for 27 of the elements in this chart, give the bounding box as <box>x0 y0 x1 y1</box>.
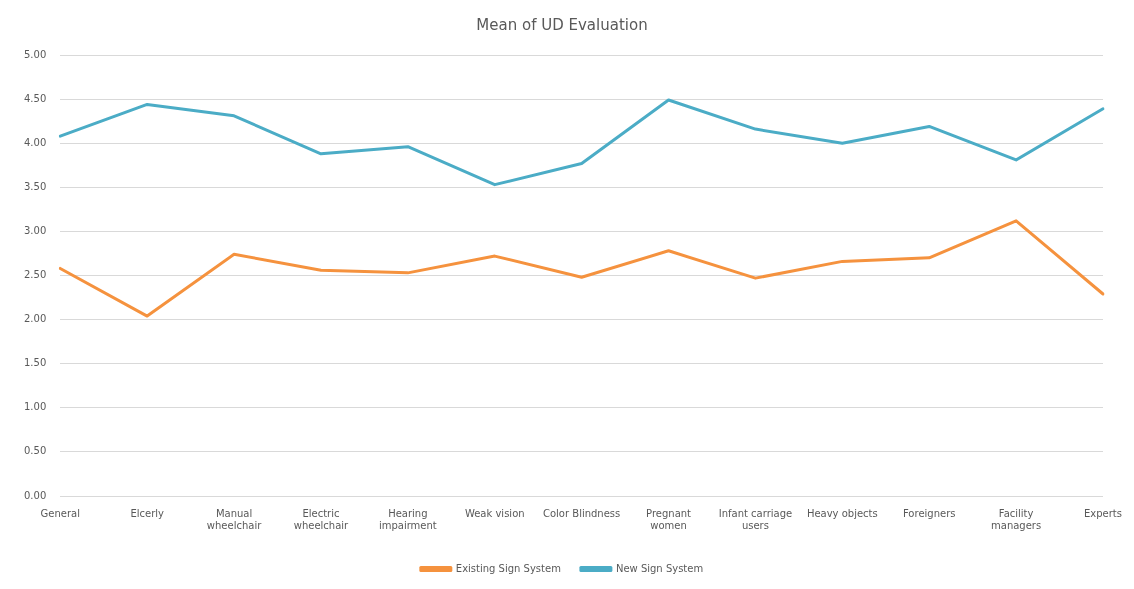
y-tick-label: 4.50 <box>24 92 47 104</box>
x-tick-label: Pregnant women <box>646 507 692 531</box>
x-tick-label: Heavy objects <box>806 507 878 519</box>
legend-label: New Sign System <box>615 562 704 574</box>
y-tick-label: 1.50 <box>24 357 47 369</box>
y-tick-label: 2.50 <box>24 269 47 281</box>
x-tick-label: Manual wheelchair <box>206 507 263 531</box>
y-tick-label: 3.00 <box>24 224 47 236</box>
x-tick-label: Elcerly <box>130 507 165 519</box>
y-tick-label: 3.50 <box>24 180 47 192</box>
y-tick-label: 4.00 <box>24 136 47 148</box>
x-tick-label: Hearing impairment <box>378 507 437 531</box>
y-tick-label: 1.00 <box>24 401 47 413</box>
x-tick-label: Weak vision <box>464 507 525 519</box>
x-tick-label: Electric wheelchair <box>293 507 350 531</box>
y-tick-label: 0.00 <box>24 489 47 501</box>
y-tick-label: 5.00 <box>24 48 47 60</box>
x-tick-label: Color Blindness <box>542 507 621 519</box>
y-tick-label: 0.50 <box>24 445 47 457</box>
chart-title: Mean of UD Evaluation <box>476 15 648 34</box>
x-tick-label: Foreigners <box>902 507 956 519</box>
legend-label: Existing Sign System <box>455 562 561 574</box>
x-tick-label: Experts <box>1084 507 1122 519</box>
x-tick-label: Infant carriage users <box>718 507 793 531</box>
x-tick-label: General <box>40 507 80 519</box>
y-tick-label: 2.00 <box>24 313 47 325</box>
x-tick-label: Facility managers <box>991 507 1042 531</box>
